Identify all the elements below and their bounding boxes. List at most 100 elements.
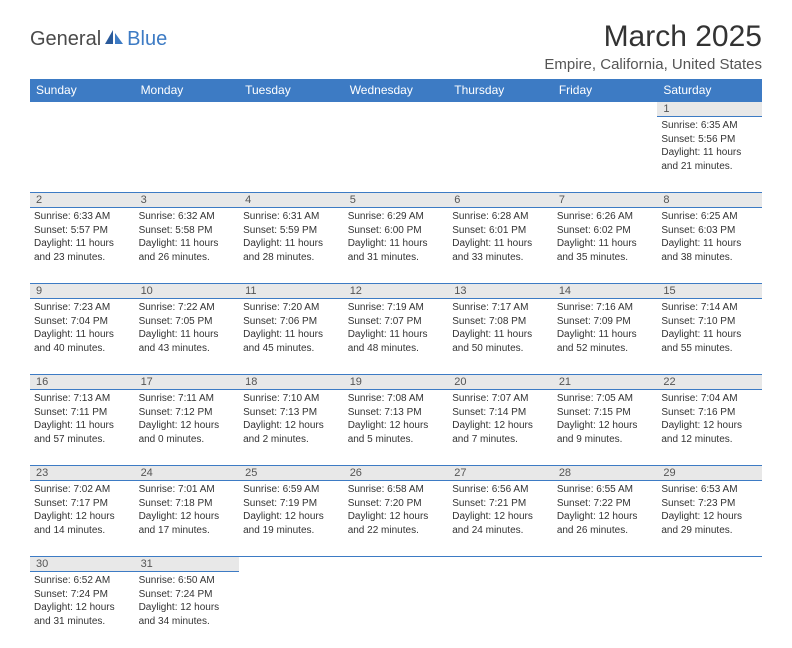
day-number-cell: 12 — [344, 284, 449, 299]
day-number-cell: 15 — [657, 284, 762, 299]
day-cell: Sunrise: 7:14 AMSunset: 7:10 PMDaylight:… — [657, 299, 762, 375]
day-number-cell: 14 — [553, 284, 658, 299]
day-number-cell: 1 — [657, 102, 762, 117]
day-cell: Sunrise: 6:25 AMSunset: 6:03 PMDaylight:… — [657, 208, 762, 284]
day-number-cell: 5 — [344, 193, 449, 208]
day-header: Saturday — [657, 79, 762, 102]
day-number-cell: 27 — [448, 466, 553, 481]
day-number-cell: 21 — [553, 375, 658, 390]
day-cell: Sunrise: 7:08 AMSunset: 7:13 PMDaylight:… — [344, 390, 449, 466]
day-number-cell: 26 — [344, 466, 449, 481]
day-number-cell: 13 — [448, 284, 553, 299]
day-cell: Sunrise: 7:23 AMSunset: 7:04 PMDaylight:… — [30, 299, 135, 375]
day-cell — [553, 117, 658, 193]
day-cell: Sunrise: 6:26 AMSunset: 6:02 PMDaylight:… — [553, 208, 658, 284]
day-number-cell: 3 — [135, 193, 240, 208]
day-number-cell — [448, 102, 553, 117]
day-cell — [448, 117, 553, 193]
day-cell — [239, 117, 344, 193]
day-cell: Sunrise: 6:59 AMSunset: 7:19 PMDaylight:… — [239, 481, 344, 557]
daynum-row: 1 — [30, 102, 762, 117]
day-cell — [657, 572, 762, 648]
week-row: Sunrise: 6:52 AMSunset: 7:24 PMDaylight:… — [30, 572, 762, 648]
day-number-cell — [239, 557, 344, 572]
day-content: Sunrise: 7:01 AMSunset: 7:18 PMDaylight:… — [139, 483, 236, 537]
day-number-cell — [553, 102, 658, 117]
day-cell: Sunrise: 6:32 AMSunset: 5:58 PMDaylight:… — [135, 208, 240, 284]
sail-icon — [103, 28, 125, 51]
day-number-cell: 6 — [448, 193, 553, 208]
day-number-cell — [657, 557, 762, 572]
day-content: Sunrise: 6:58 AMSunset: 7:20 PMDaylight:… — [348, 483, 445, 537]
day-content: Sunrise: 7:17 AMSunset: 7:08 PMDaylight:… — [452, 301, 549, 355]
day-content: Sunrise: 6:53 AMSunset: 7:23 PMDaylight:… — [661, 483, 758, 537]
day-number-cell: 18 — [239, 375, 344, 390]
day-header: Friday — [553, 79, 658, 102]
day-cell: Sunrise: 6:52 AMSunset: 7:24 PMDaylight:… — [30, 572, 135, 648]
logo-text-blue: Blue — [127, 28, 167, 51]
day-cell: Sunrise: 7:22 AMSunset: 7:05 PMDaylight:… — [135, 299, 240, 375]
day-content: Sunrise: 7:14 AMSunset: 7:10 PMDaylight:… — [661, 301, 758, 355]
day-number-cell: 11 — [239, 284, 344, 299]
day-number-cell: 10 — [135, 284, 240, 299]
day-header: Sunday — [30, 79, 135, 102]
daynum-row: 9101112131415 — [30, 284, 762, 299]
day-content: Sunrise: 7:07 AMSunset: 7:14 PMDaylight:… — [452, 392, 549, 446]
day-content: Sunrise: 6:35 AMSunset: 5:56 PMDaylight:… — [661, 119, 758, 173]
title-block: March 2025 Empire, California, United St… — [544, 20, 762, 73]
day-content: Sunrise: 6:56 AMSunset: 7:21 PMDaylight:… — [452, 483, 549, 537]
day-content: Sunrise: 6:26 AMSunset: 6:02 PMDaylight:… — [557, 210, 654, 264]
day-cell: Sunrise: 6:55 AMSunset: 7:22 PMDaylight:… — [553, 481, 658, 557]
day-number-cell: 25 — [239, 466, 344, 481]
day-content: Sunrise: 6:52 AMSunset: 7:24 PMDaylight:… — [34, 574, 131, 628]
day-cell — [553, 572, 658, 648]
day-content: Sunrise: 6:31 AMSunset: 5:59 PMDaylight:… — [243, 210, 340, 264]
calendar-table: Sunday Monday Tuesday Wednesday Thursday… — [30, 79, 762, 648]
day-cell: Sunrise: 7:04 AMSunset: 7:16 PMDaylight:… — [657, 390, 762, 466]
day-cell — [30, 117, 135, 193]
day-content: Sunrise: 7:22 AMSunset: 7:05 PMDaylight:… — [139, 301, 236, 355]
day-number-cell — [344, 102, 449, 117]
day-number-cell: 4 — [239, 193, 344, 208]
daynum-row: 16171819202122 — [30, 375, 762, 390]
day-number-cell: 24 — [135, 466, 240, 481]
day-cell — [448, 572, 553, 648]
day-cell: Sunrise: 7:11 AMSunset: 7:12 PMDaylight:… — [135, 390, 240, 466]
day-cell — [344, 117, 449, 193]
logo: General Blue — [30, 28, 167, 51]
day-number-cell: 22 — [657, 375, 762, 390]
day-content: Sunrise: 7:20 AMSunset: 7:06 PMDaylight:… — [243, 301, 340, 355]
day-cell — [344, 572, 449, 648]
day-number-cell: 31 — [135, 557, 240, 572]
day-cell: Sunrise: 7:16 AMSunset: 7:09 PMDaylight:… — [553, 299, 658, 375]
day-number-cell: 28 — [553, 466, 658, 481]
day-content: Sunrise: 6:55 AMSunset: 7:22 PMDaylight:… — [557, 483, 654, 537]
day-content: Sunrise: 7:10 AMSunset: 7:13 PMDaylight:… — [243, 392, 340, 446]
day-cell: Sunrise: 7:20 AMSunset: 7:06 PMDaylight:… — [239, 299, 344, 375]
day-content: Sunrise: 7:16 AMSunset: 7:09 PMDaylight:… — [557, 301, 654, 355]
day-content: Sunrise: 7:05 AMSunset: 7:15 PMDaylight:… — [557, 392, 654, 446]
day-cell: Sunrise: 6:31 AMSunset: 5:59 PMDaylight:… — [239, 208, 344, 284]
location: Empire, California, United States — [544, 56, 762, 73]
day-cell: Sunrise: 6:53 AMSunset: 7:23 PMDaylight:… — [657, 481, 762, 557]
day-cell: Sunrise: 7:13 AMSunset: 7:11 PMDaylight:… — [30, 390, 135, 466]
day-cell: Sunrise: 6:56 AMSunset: 7:21 PMDaylight:… — [448, 481, 553, 557]
week-row: Sunrise: 6:35 AMSunset: 5:56 PMDaylight:… — [30, 117, 762, 193]
day-content: Sunrise: 6:28 AMSunset: 6:01 PMDaylight:… — [452, 210, 549, 264]
day-cell: Sunrise: 6:50 AMSunset: 7:24 PMDaylight:… — [135, 572, 240, 648]
daynum-row: 2345678 — [30, 193, 762, 208]
day-content: Sunrise: 7:08 AMSunset: 7:13 PMDaylight:… — [348, 392, 445, 446]
day-number-cell: 29 — [657, 466, 762, 481]
day-number-cell: 19 — [344, 375, 449, 390]
week-row: Sunrise: 7:13 AMSunset: 7:11 PMDaylight:… — [30, 390, 762, 466]
day-cell — [239, 572, 344, 648]
day-content: Sunrise: 7:02 AMSunset: 7:17 PMDaylight:… — [34, 483, 131, 537]
day-content: Sunrise: 7:04 AMSunset: 7:16 PMDaylight:… — [661, 392, 758, 446]
day-header: Monday — [135, 79, 240, 102]
day-cell: Sunrise: 7:07 AMSunset: 7:14 PMDaylight:… — [448, 390, 553, 466]
day-cell: Sunrise: 7:19 AMSunset: 7:07 PMDaylight:… — [344, 299, 449, 375]
day-header: Wednesday — [344, 79, 449, 102]
day-content: Sunrise: 6:50 AMSunset: 7:24 PMDaylight:… — [139, 574, 236, 628]
week-row: Sunrise: 7:02 AMSunset: 7:17 PMDaylight:… — [30, 481, 762, 557]
day-cell: Sunrise: 7:05 AMSunset: 7:15 PMDaylight:… — [553, 390, 658, 466]
